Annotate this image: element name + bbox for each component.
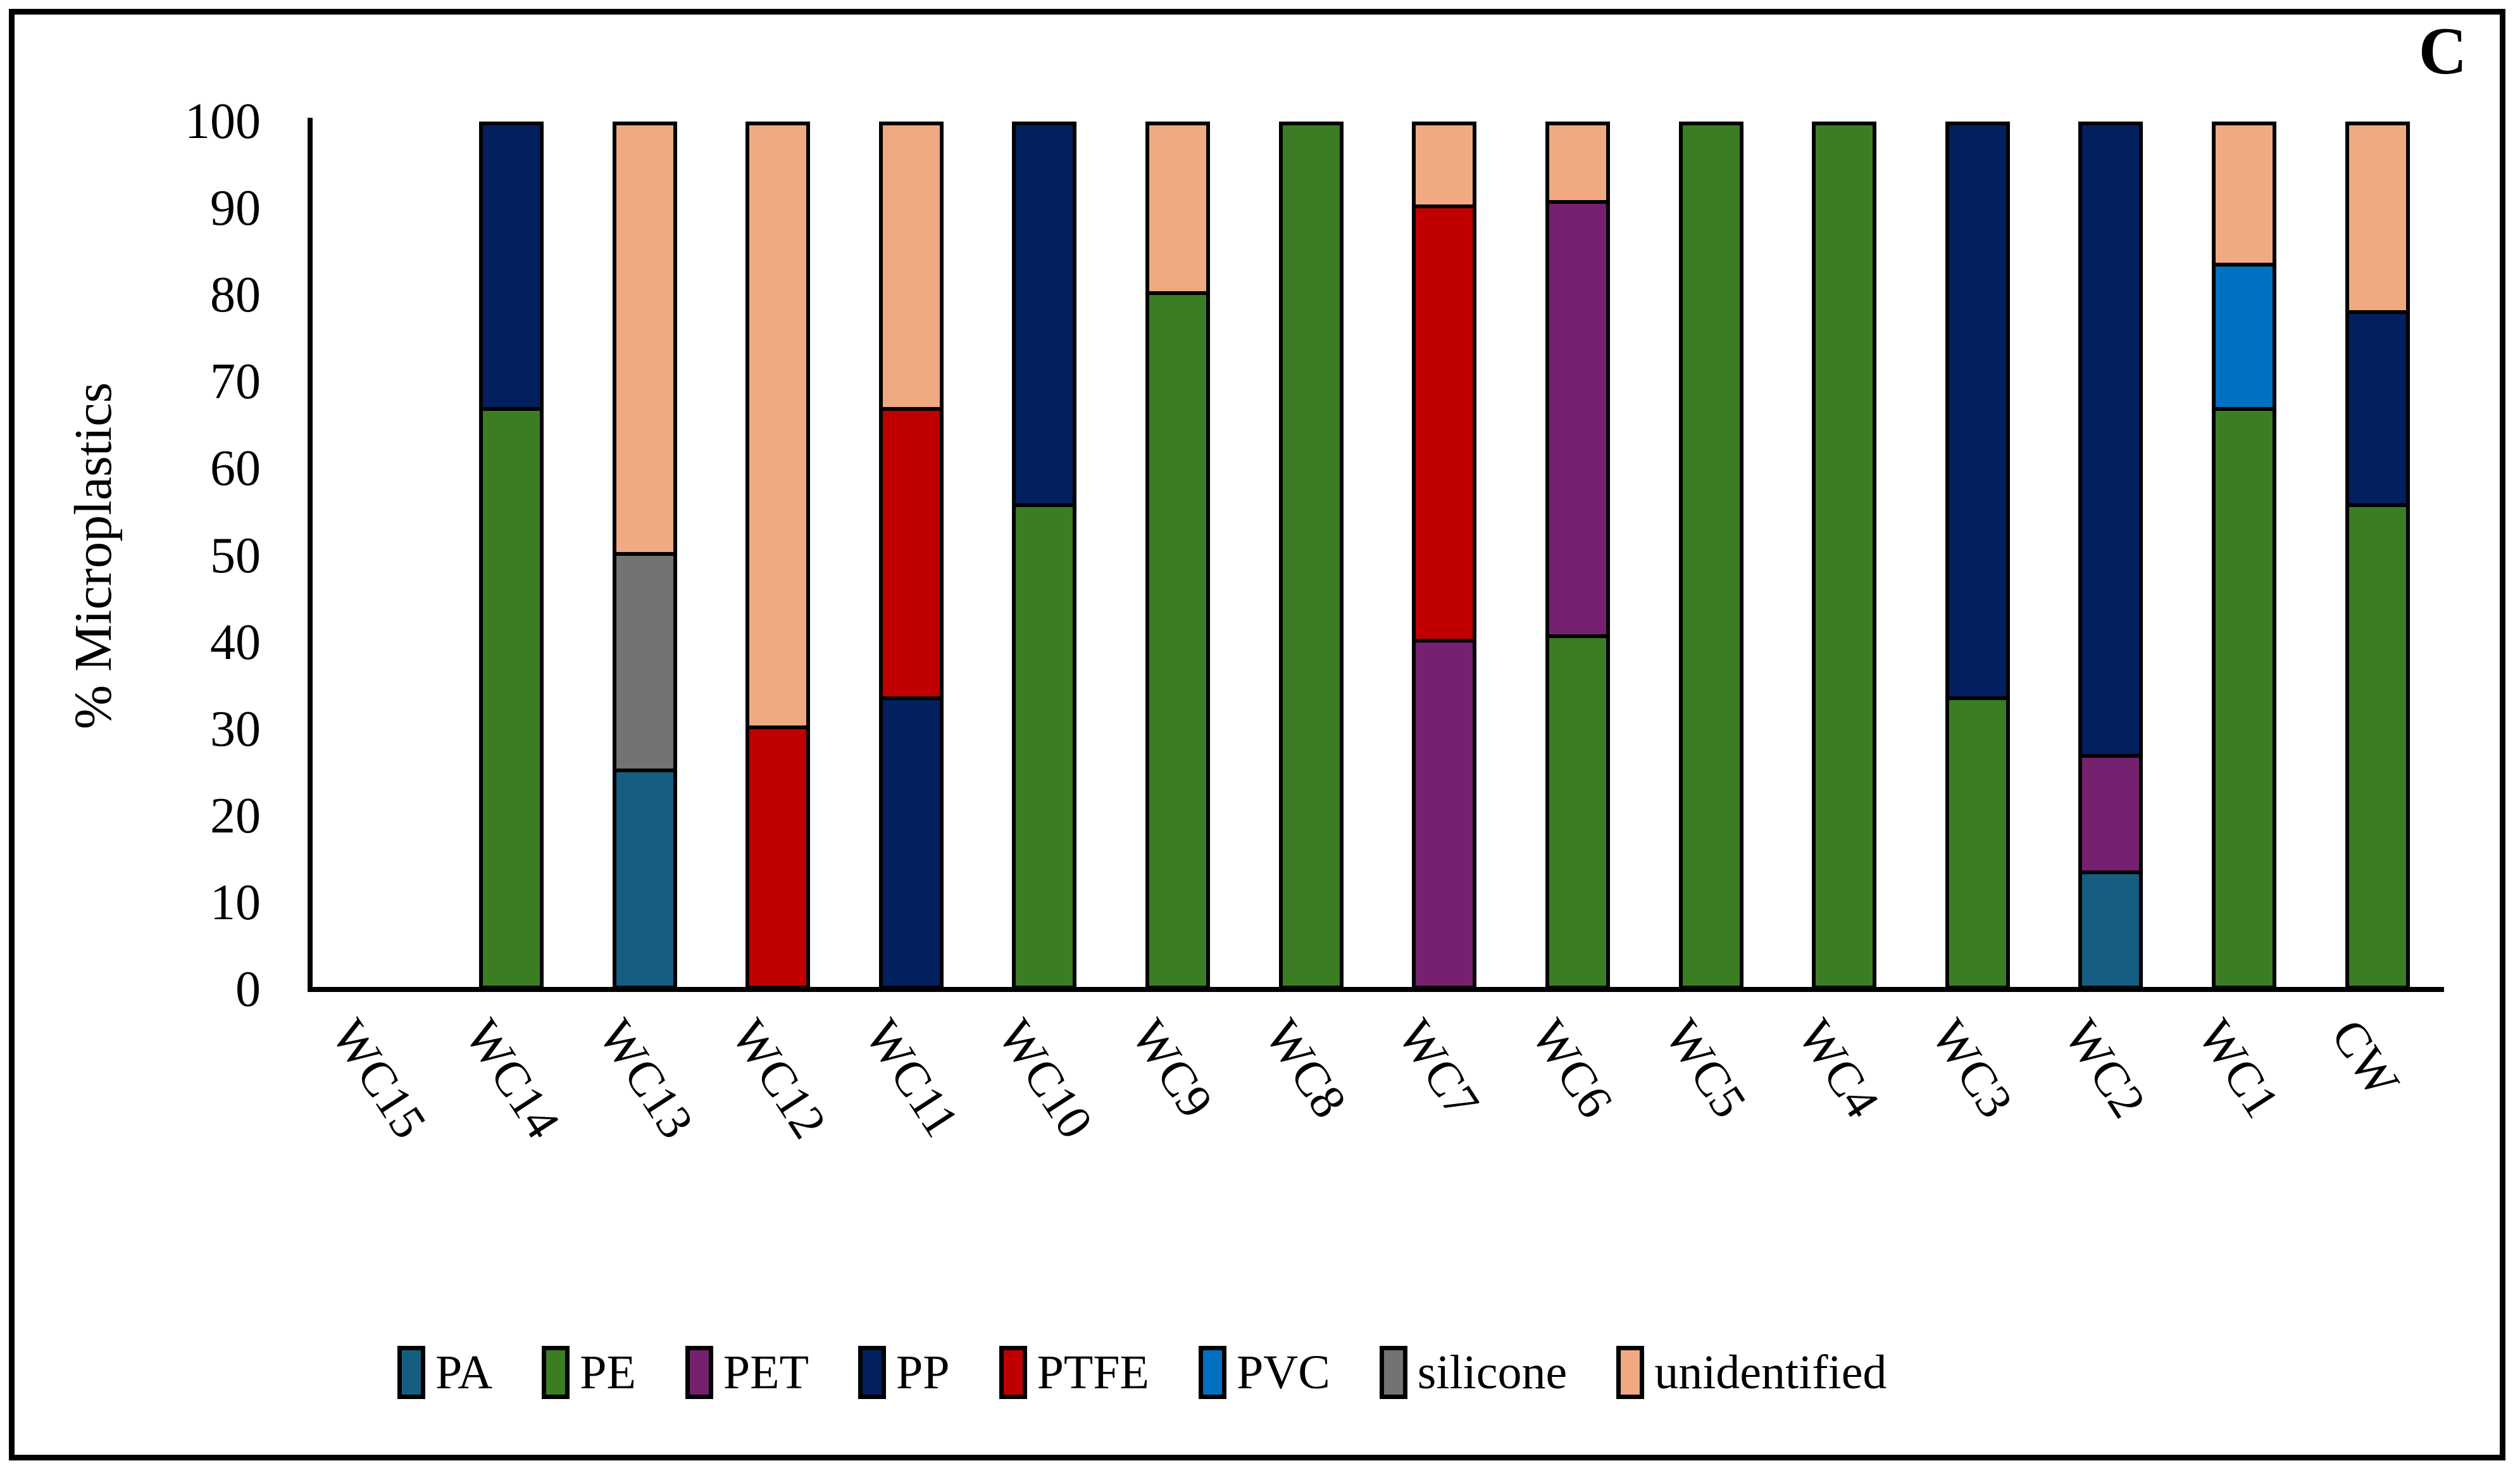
legend-item-unidentified: unidentified [1616,1346,1887,1399]
stacked-bar-WC4 [1812,122,1877,989]
bar-segment-pet [1545,204,1610,638]
legend-swatch-pe [542,1346,570,1399]
stacked-bar-WC2 [2078,122,2143,989]
bar-segment-ptfe [878,410,944,701]
legend-item-pet: PET [685,1346,809,1399]
bar-segment-pet [1412,642,1477,989]
y-tick-label: 80 [210,267,261,323]
bar-segment-pp [1945,122,2010,701]
legend-item-pp: PP [858,1346,950,1399]
legend-swatch-pp [858,1346,887,1399]
bar-segment-pe [2345,506,2410,989]
bar-segment-pet [2078,757,2143,874]
plot-area [311,122,2444,989]
y-tick-label: 30 [210,701,261,757]
stacked-bar-WC8 [1278,122,1344,989]
legend-label-pa: PA [435,1346,493,1399]
bar-segment-ptfe [1412,208,1477,643]
y-tick-label: 0 [235,962,261,1017]
y-tick-label: 50 [210,527,261,584]
bar-segment-unidentified [878,122,944,411]
legend-item-pvc: PVC [1198,1346,1330,1399]
stacked-bar-WC5 [1678,122,1743,989]
y-tick-label: 90 [210,180,261,237]
stacked-bar-WC7 [1412,122,1477,989]
y-axis-line [308,118,313,992]
bar-segment-ptfe [745,729,811,989]
y-tick-label: 40 [210,614,261,670]
bar-segment-silicone [612,555,677,773]
legend-label-pet: PET [723,1346,809,1399]
stacked-bar-WC1 [2212,122,2277,989]
stacked-bar-WC13 [612,122,677,989]
legend: PA PE PET PP PTFE PVC silicone unidentified [397,1346,1887,1399]
stacked-bar-WC3 [1945,122,2010,989]
bar-segment-pe [1678,122,1743,989]
bar-segment-unidentified [2212,122,2277,267]
bar-segment-pp [878,700,944,989]
legend-swatch-unidentified [1616,1346,1645,1399]
bar-segment-unidentified [745,122,811,729]
bar-segment-pe [1145,295,1211,989]
panel-letter-label: C [2418,14,2467,88]
legend-item-silicone: silicone [1379,1346,1568,1399]
bar-segment-pa [612,772,677,989]
bar-segment-pe [1012,506,1077,989]
bar-segment-pe [1812,122,1877,989]
bar-segment-pa [2078,874,2143,989]
y-tick-label: 10 [210,874,261,931]
y-tick-label: 100 [185,94,261,149]
stacked-bar-WC14 [478,122,544,989]
legend-swatch-pet [685,1346,713,1399]
legend-label-unidentified: unidentified [1654,1346,1887,1399]
stacked-bar-WC9 [1145,122,1211,989]
legend-label-pvc: PVC [1236,1346,1330,1399]
stacked-bar-WC6 [1545,122,1610,989]
bar-segment-unidentified [1412,122,1477,209]
legend-swatch-silicone [1379,1346,1407,1399]
bar-segment-pp [2345,314,2410,507]
legend-item-ptfe: PTFE [999,1346,1149,1399]
bar-segment-unidentified [1145,122,1211,296]
stacked-bar-WC10 [1012,122,1077,989]
bar-segment-pp [478,122,544,411]
bar-segment-pe [1545,637,1610,989]
legend-item-pa: PA [397,1346,492,1399]
bar-segment-unidentified [2345,122,2410,315]
bar-segment-pe [1945,700,2010,989]
legend-label-ptfe: PTFE [1037,1346,1149,1399]
x-axis-line [308,987,2444,992]
y-tick-label: 20 [210,788,261,844]
stacked-bar-CW [2345,122,2410,989]
legend-swatch-pvc [1198,1346,1226,1399]
legend-label-pe: PE [580,1346,636,1399]
bar-segment-unidentified [612,122,677,556]
legend-swatch-ptfe [999,1346,1027,1399]
bar-segment-pp [1012,122,1077,507]
bar-segment-pvc [2212,266,2277,411]
stacked-bar-WC12 [745,122,811,989]
y-tick-label: 60 [210,441,261,497]
y-tick-label: 70 [210,354,261,410]
bar-segment-pe [1278,122,1344,989]
legend-label-pp: PP [896,1346,950,1399]
stacked-bar-WC11 [878,122,944,989]
bar-segment-pe [478,410,544,989]
bar-segment-pp [2078,122,2143,758]
bar-segment-pe [2212,410,2277,989]
legend-label-silicone: silicone [1417,1346,1568,1399]
legend-item-pe: PE [542,1346,636,1399]
legend-swatch-pa [397,1346,425,1399]
bar-segment-unidentified [1545,122,1610,204]
